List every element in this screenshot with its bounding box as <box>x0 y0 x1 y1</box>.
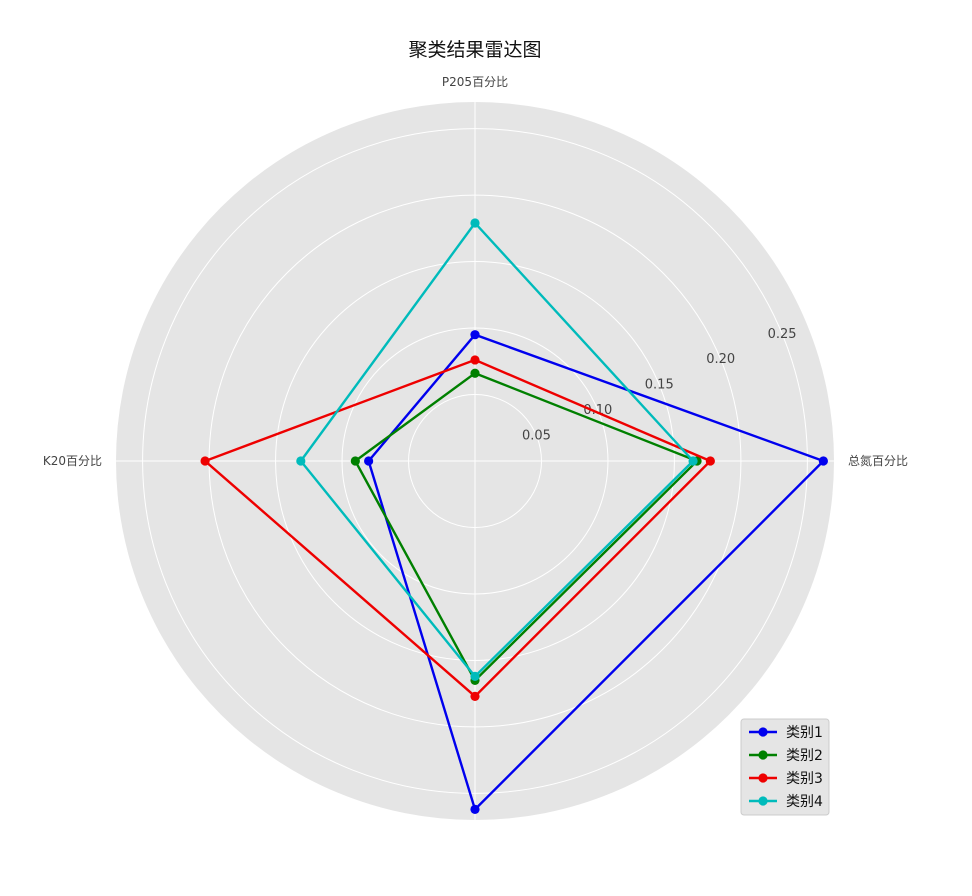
series-1 <box>364 330 828 814</box>
r-tick-label: 0.10 <box>583 403 612 418</box>
series-layer <box>200 218 828 814</box>
axis-label: K20百分比 <box>43 454 102 468</box>
axis-labels: 总氮百分比 P205百分比 K20百分比 <box>43 75 908 468</box>
axis-label: 总氮百分比 <box>848 453 908 468</box>
r-tick-label: 0.20 <box>706 352 735 367</box>
series-point <box>470 691 480 701</box>
series-point <box>470 368 480 378</box>
legend-label: 类别1 <box>786 725 823 741</box>
radial-tick-labels: 0.05 0.10 0.15 0.20 0.25 <box>522 327 797 444</box>
series-point <box>350 456 360 466</box>
series-point <box>296 456 306 466</box>
series-point <box>818 456 828 466</box>
series-point <box>470 671 480 682</box>
series-3 <box>200 355 715 701</box>
legend-box <box>740 718 830 816</box>
legend-marker <box>758 750 768 760</box>
legend-label: 类别4 <box>786 794 823 810</box>
legend-marker <box>758 773 768 783</box>
r-tick-label: 0.05 <box>522 429 551 444</box>
series-point <box>364 456 374 466</box>
series-point <box>688 456 698 466</box>
legend: 类别1 类别2 类别3 类别4 <box>740 718 830 816</box>
legend-entry: 类别2 <box>749 748 823 764</box>
r-tick-label: 0.25 <box>768 327 797 342</box>
series-point <box>470 218 480 228</box>
legend-entry: 类别1 <box>749 725 823 741</box>
axis-label: P205百分比 <box>442 75 508 89</box>
series-4 <box>296 218 698 682</box>
series-point <box>470 804 480 814</box>
legend-marker <box>758 796 768 806</box>
legend-entry: 类别3 <box>749 771 823 787</box>
series-point <box>705 456 715 466</box>
legend-label: 类别3 <box>786 771 823 787</box>
legend-entry: 类别4 <box>749 794 823 810</box>
legend-marker <box>758 727 768 737</box>
series-point <box>470 355 480 365</box>
grid <box>116 102 834 820</box>
series-point <box>470 330 480 340</box>
series-point <box>200 456 210 466</box>
chart-title: 聚类结果雷达图 <box>408 39 541 61</box>
legend-label: 类别2 <box>786 748 823 764</box>
r-tick-label: 0.15 <box>645 378 674 393</box>
